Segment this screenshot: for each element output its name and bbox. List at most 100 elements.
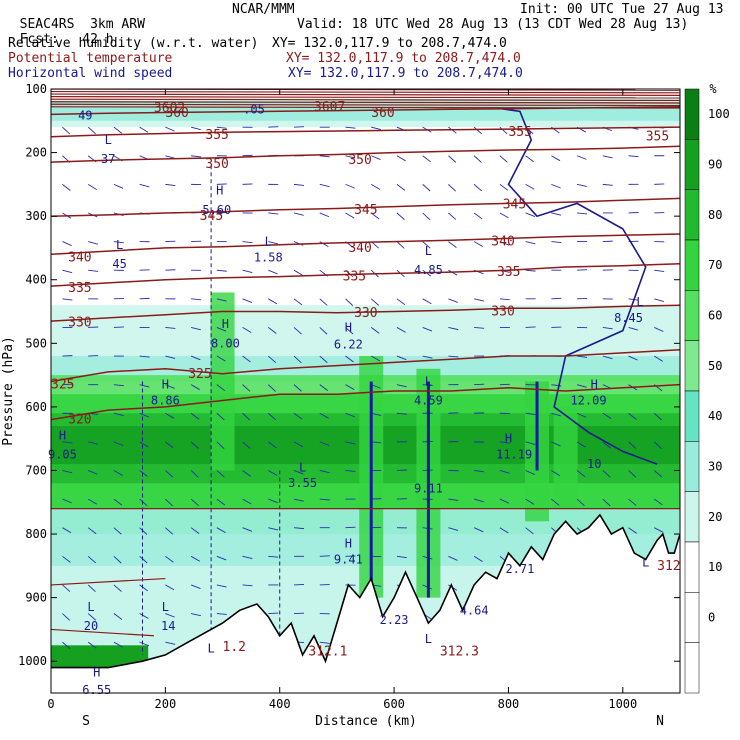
field-theta-name: Potential temperature [8, 51, 173, 66]
colorbar-label-100: 100 [708, 107, 730, 121]
wind-vector-353 [499, 527, 509, 534]
y-tick-label-700: 700 [25, 463, 47, 477]
colorbar-swatch-6 [684, 390, 700, 442]
y-tick-label-300: 300 [25, 209, 47, 223]
wind-label-23: 9.05 [48, 448, 77, 462]
wind-vector-272 [268, 441, 277, 449]
theta-label-2: 3607 [314, 100, 345, 115]
wind-label-30: H [345, 537, 352, 551]
wind-label-11: 8.00 [211, 336, 240, 350]
wind-vector-151 [242, 298, 252, 303]
theta-label-6: 355 [646, 130, 669, 145]
wind-label-43: 6.55 [82, 683, 111, 697]
wind-vector-206 [422, 355, 433, 359]
wind-vector-246 [216, 412, 225, 421]
wind-vector-315 [139, 498, 148, 507]
x-axis-label: Distance (km) [315, 714, 417, 729]
wind-vector-81 [293, 212, 304, 216]
field-rh-name: Relative humidity (w.r.t. water) [8, 36, 259, 51]
colorbar-swatch-7 [684, 441, 700, 492]
wind-vector-12 [371, 126, 382, 130]
wind-vector-358 [628, 527, 637, 534]
wind-vector-242 [113, 412, 124, 417]
wind-vector-258 [525, 412, 536, 416]
wind-vector-160 [474, 298, 484, 302]
wind-vector-198 [216, 355, 226, 362]
wind-vector-335 [654, 498, 663, 506]
wind-vector-267 [139, 441, 149, 448]
wind-vector-412 [165, 613, 175, 618]
wind-label-14: L [636, 295, 643, 309]
wind-vector-365 [190, 555, 201, 562]
rh-band-1 [51, 101, 680, 121]
wind-vector-391 [242, 584, 253, 587]
wind-vector-264 [62, 441, 73, 444]
wind-vector-341 [190, 527, 200, 535]
y-tick-label-900: 900 [25, 591, 47, 605]
wind-vector-205 [396, 355, 407, 361]
wind-vector-306 [525, 470, 535, 475]
wind-vector-200 [267, 355, 277, 364]
wind-vector-337 [87, 527, 97, 535]
header-org: NCAR/MMM [232, 2, 295, 17]
wind-vector-66 [525, 183, 535, 190]
wind-vector-103 [242, 241, 253, 244]
theta-contour-325 [51, 348, 680, 383]
x-tick-label-200: 200 [155, 697, 177, 711]
field-wind-xy: XY= 132.0,117.9 to 208.7,474.0 [288, 66, 523, 81]
wind-vector-58 [319, 183, 330, 188]
wind-vector-204 [370, 355, 381, 362]
wind-vector-340 [165, 527, 174, 535]
wind-vector-38 [422, 155, 431, 163]
wind-label-2: H [216, 184, 223, 198]
fcst-value: 42 h [82, 32, 114, 47]
wind-vector-195 [139, 355, 150, 358]
wind-vector-214 [628, 355, 638, 361]
theta-label-7: 350 [205, 157, 228, 172]
wind-vector-96 [62, 241, 72, 246]
wind-vector-156 [370, 298, 380, 306]
wind-vector-281 [499, 441, 510, 444]
wind-vector-434 [113, 641, 123, 648]
wind-vector-385 [87, 584, 96, 593]
field-theta-xy: XY= 132.0,117.9 to 208.7,474.0 [286, 51, 521, 66]
wind-vector-112 [473, 241, 484, 247]
wind-vector-225 [293, 384, 302, 392]
wind-vector-351 [448, 527, 459, 531]
wind-vector-17 [499, 126, 508, 135]
wind-vector-189 [602, 326, 613, 330]
wind-label-42: H [93, 666, 100, 680]
wind-vector-176 [268, 327, 277, 334]
model-resolution: 3km ARW [90, 17, 145, 32]
theta-label-3: 360 [371, 106, 394, 121]
wind-vector-251 [345, 412, 355, 418]
wind-vector-67 [551, 183, 561, 189]
wind-vector-271 [242, 441, 251, 449]
y-tick-label-500: 500 [25, 336, 47, 350]
rh-plume-0 [210, 292, 235, 471]
wind-label-16: H [162, 378, 169, 392]
colorbar-label-50: 50 [708, 359, 722, 373]
wind-vector-178 [319, 327, 328, 335]
wind-vector-85 [396, 212, 405, 220]
wind-vector-318 [216, 498, 226, 506]
wind-vector-88 [473, 212, 483, 220]
wind-vector-321 [293, 498, 304, 502]
wind-vector-389 [190, 584, 201, 589]
header-model: SEAC4RS 3km ARW [4, 2, 145, 32]
colorbar-label-90: 90 [708, 158, 722, 172]
wind-vector-6 [216, 126, 227, 129]
wind-vector-293 [190, 470, 199, 478]
theta-top-line-3 [51, 96, 680, 99]
wind-vector-199 [242, 355, 251, 363]
wind-vector-317 [190, 498, 199, 507]
wind-vector-252 [371, 412, 382, 416]
wind-vector-260 [576, 412, 587, 418]
wind-vector-120 [62, 269, 73, 274]
wind-vector-218 [113, 384, 124, 387]
wind-vector-104 [268, 241, 279, 245]
wind-vector-312 [62, 498, 72, 504]
wind-vector-345 [293, 527, 305, 530]
theta-contour-360 [51, 106, 680, 116]
wind-vector-283 [551, 441, 561, 447]
